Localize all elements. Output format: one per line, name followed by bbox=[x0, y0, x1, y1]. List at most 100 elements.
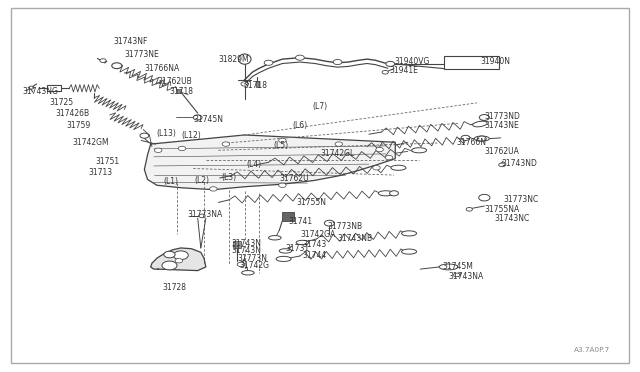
Text: 31743N: 31743N bbox=[231, 239, 261, 248]
Bar bbox=[282, 212, 294, 221]
Text: 31741: 31741 bbox=[289, 217, 313, 226]
Circle shape bbox=[390, 191, 398, 196]
Text: 31725: 31725 bbox=[49, 98, 73, 107]
Text: 31766NA: 31766NA bbox=[145, 64, 180, 73]
Text: 31755NA: 31755NA bbox=[484, 205, 520, 214]
Text: 31742GA: 31742GA bbox=[300, 230, 335, 238]
Circle shape bbox=[179, 146, 186, 151]
Text: 31713: 31713 bbox=[88, 168, 112, 177]
Bar bbox=[177, 89, 180, 93]
Circle shape bbox=[193, 115, 202, 120]
Text: 31762UA: 31762UA bbox=[484, 147, 519, 156]
Circle shape bbox=[278, 138, 286, 142]
Circle shape bbox=[382, 70, 388, 74]
Circle shape bbox=[454, 273, 460, 277]
Text: (L13): (L13) bbox=[156, 129, 176, 138]
Circle shape bbox=[278, 183, 286, 187]
Circle shape bbox=[154, 148, 162, 153]
Circle shape bbox=[386, 61, 395, 67]
Ellipse shape bbox=[378, 191, 394, 196]
Circle shape bbox=[210, 187, 217, 191]
Ellipse shape bbox=[269, 235, 281, 240]
Text: 31773ND: 31773ND bbox=[484, 112, 520, 121]
Text: (L6): (L6) bbox=[292, 121, 307, 130]
Circle shape bbox=[264, 60, 273, 65]
Text: A3.7A0P.7: A3.7A0P.7 bbox=[573, 347, 610, 353]
Bar bbox=[444, 56, 499, 68]
Circle shape bbox=[477, 136, 486, 141]
Text: (L4): (L4) bbox=[246, 160, 262, 169]
Text: 31941E: 31941E bbox=[389, 65, 418, 74]
Text: 31829M: 31829M bbox=[218, 55, 249, 64]
Text: 31773NE: 31773NE bbox=[124, 49, 159, 58]
Circle shape bbox=[175, 259, 182, 263]
Text: 31773NB: 31773NB bbox=[328, 222, 363, 231]
Text: 31743NE: 31743NE bbox=[484, 121, 519, 130]
Circle shape bbox=[162, 261, 177, 270]
Text: 31940N: 31940N bbox=[480, 57, 510, 66]
Ellipse shape bbox=[239, 54, 251, 64]
Text: 31940VG: 31940VG bbox=[394, 57, 429, 66]
Ellipse shape bbox=[242, 270, 254, 275]
Ellipse shape bbox=[276, 256, 291, 262]
Circle shape bbox=[296, 55, 305, 60]
Circle shape bbox=[324, 220, 335, 226]
Circle shape bbox=[461, 135, 470, 141]
Bar bbox=[47, 86, 61, 91]
Text: 31742GM: 31742GM bbox=[72, 138, 109, 147]
Circle shape bbox=[479, 115, 490, 121]
Ellipse shape bbox=[401, 231, 417, 236]
Text: 31766N: 31766N bbox=[457, 138, 487, 147]
Ellipse shape bbox=[391, 165, 406, 170]
Text: 317426B: 317426B bbox=[55, 109, 90, 118]
Text: 31751: 31751 bbox=[95, 157, 120, 166]
Circle shape bbox=[29, 86, 34, 89]
Text: 31731: 31731 bbox=[285, 244, 310, 253]
Circle shape bbox=[112, 63, 122, 68]
Ellipse shape bbox=[296, 240, 308, 245]
Ellipse shape bbox=[474, 136, 490, 141]
Circle shape bbox=[164, 251, 175, 258]
Circle shape bbox=[241, 82, 248, 86]
Text: (L12): (L12) bbox=[182, 131, 202, 140]
Text: 31743ND: 31743ND bbox=[502, 159, 538, 168]
Text: 31743NA: 31743NA bbox=[449, 272, 484, 281]
Text: 31762UB: 31762UB bbox=[157, 77, 191, 86]
Bar bbox=[234, 241, 241, 248]
Text: 31744: 31744 bbox=[303, 251, 326, 260]
Ellipse shape bbox=[473, 121, 487, 127]
Ellipse shape bbox=[439, 264, 458, 270]
Text: 31762U: 31762U bbox=[279, 174, 309, 183]
Text: 31773N: 31773N bbox=[237, 254, 268, 263]
Text: (L7): (L7) bbox=[312, 102, 328, 111]
Circle shape bbox=[376, 147, 383, 152]
Text: 31742G: 31742G bbox=[240, 261, 269, 270]
Circle shape bbox=[466, 208, 472, 211]
Ellipse shape bbox=[412, 148, 427, 153]
Circle shape bbox=[140, 133, 148, 138]
Circle shape bbox=[173, 251, 188, 260]
Circle shape bbox=[199, 214, 205, 218]
Text: 31759: 31759 bbox=[66, 121, 90, 130]
Circle shape bbox=[499, 163, 505, 167]
Text: (L5): (L5) bbox=[273, 141, 289, 150]
Text: (L1): (L1) bbox=[163, 177, 178, 186]
Text: (L2): (L2) bbox=[195, 176, 209, 185]
Circle shape bbox=[385, 155, 393, 160]
Text: 31743NB: 31743NB bbox=[337, 234, 372, 243]
Circle shape bbox=[372, 166, 380, 170]
Circle shape bbox=[335, 142, 342, 146]
Circle shape bbox=[333, 60, 342, 65]
Text: (L3): (L3) bbox=[221, 173, 237, 183]
Circle shape bbox=[479, 195, 490, 201]
Text: 31718: 31718 bbox=[170, 87, 193, 96]
Text: 31728: 31728 bbox=[162, 283, 186, 292]
Text: 31743NG: 31743NG bbox=[22, 87, 58, 96]
Text: 31742GL: 31742GL bbox=[320, 149, 355, 158]
Circle shape bbox=[222, 142, 230, 146]
Circle shape bbox=[237, 262, 244, 267]
Ellipse shape bbox=[279, 249, 292, 253]
Ellipse shape bbox=[401, 249, 417, 254]
Text: 31743NF: 31743NF bbox=[113, 38, 147, 46]
Text: 31745N: 31745N bbox=[193, 115, 223, 124]
